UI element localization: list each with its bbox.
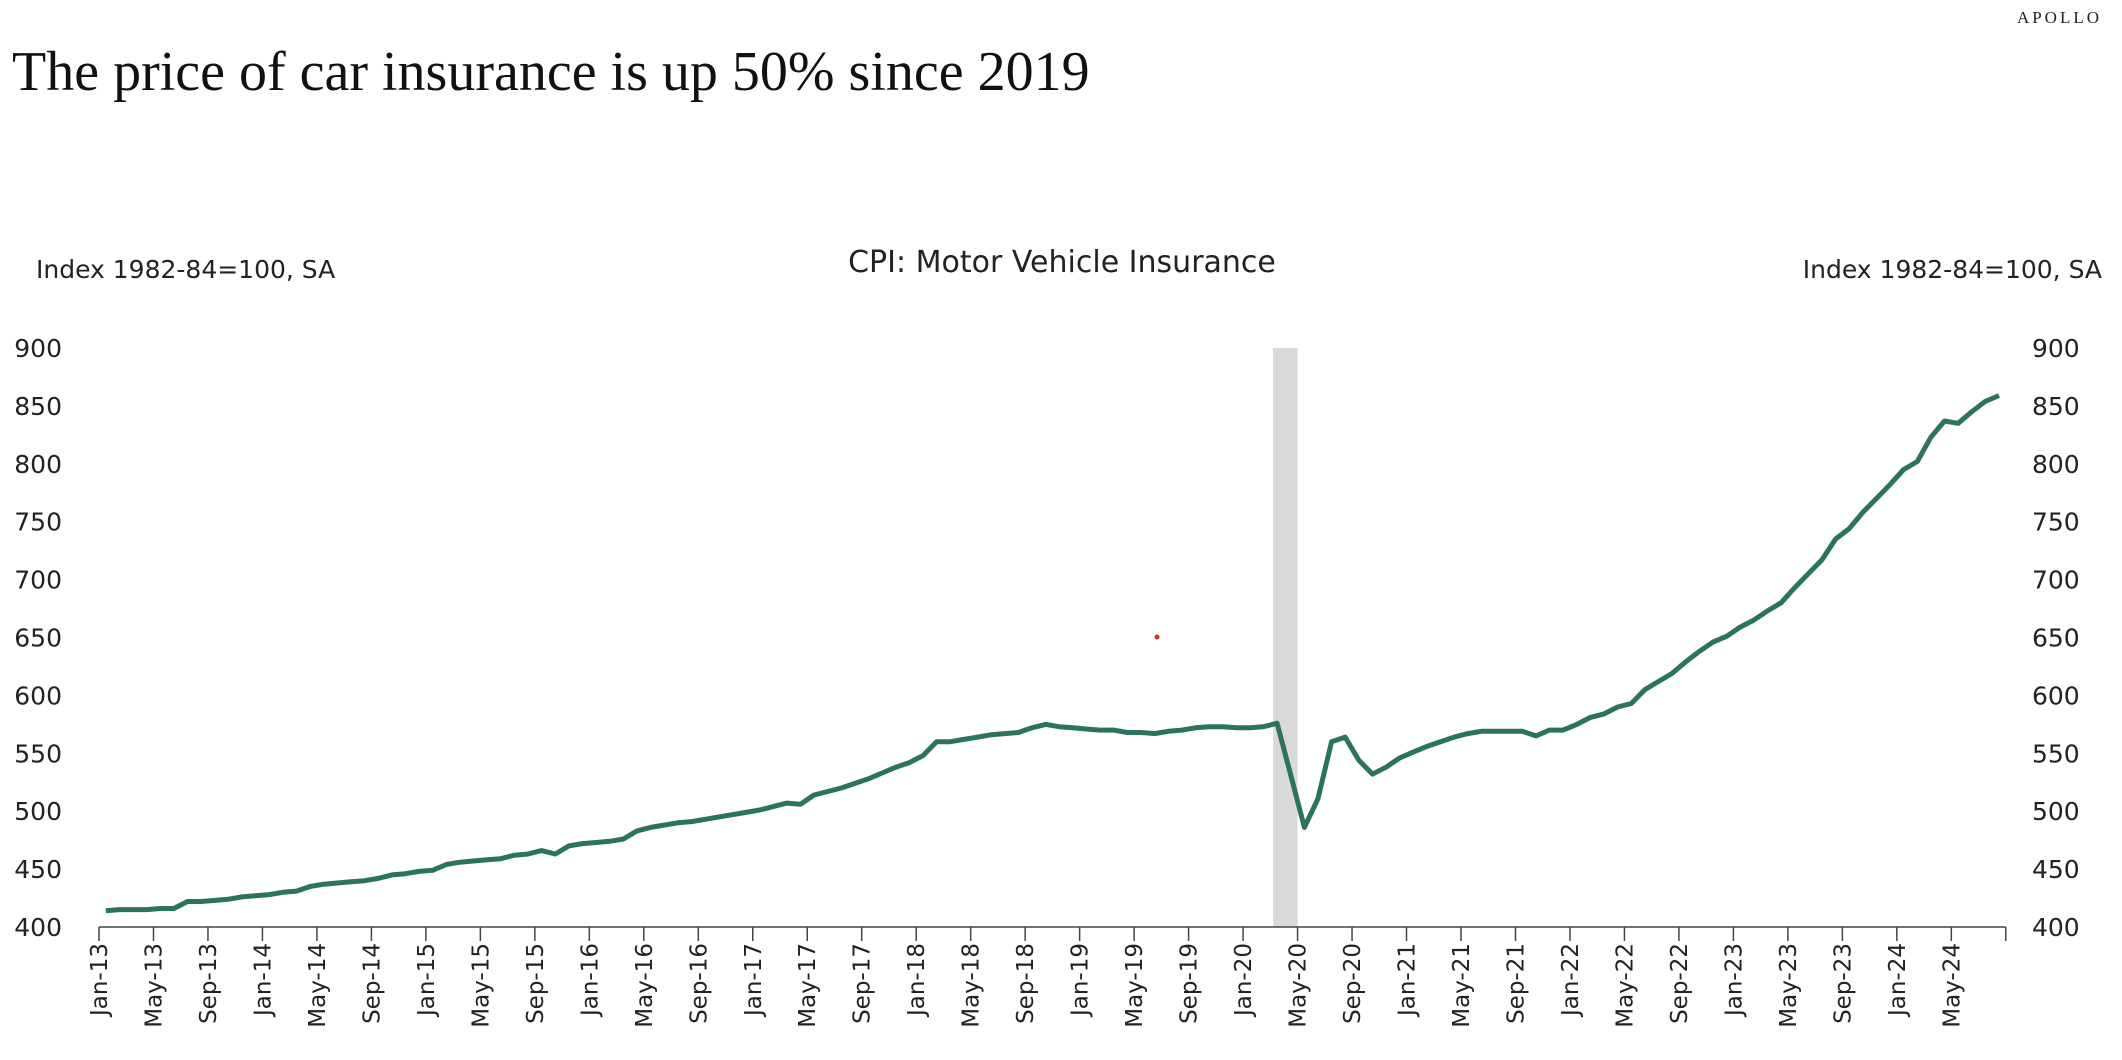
y-tick-label-left: 450 — [14, 855, 62, 884]
x-tick-label: May-16 — [632, 943, 658, 1028]
y-tick-label-right: 700 — [2032, 566, 2080, 595]
y-tick-label-right: 600 — [2032, 681, 2080, 710]
x-tick-label: Sep-21 — [1503, 943, 1529, 1024]
x-tick-label: Jan-22 — [1558, 943, 1584, 1018]
y-tick-label-right: 800 — [2032, 450, 2080, 479]
x-tick-label: May-17 — [795, 943, 821, 1028]
series-line — [105, 393, 2000, 914]
y-tick-label-right: 400 — [2032, 913, 2080, 942]
x-tick-label: Jan-19 — [1068, 943, 1094, 1018]
x-tick-label: May-13 — [141, 943, 167, 1028]
x-tick-label: May-15 — [468, 943, 494, 1028]
x-tick-label: Jan-14 — [250, 943, 276, 1018]
x-tick-label: Sep-13 — [196, 943, 222, 1024]
x-tick-label: Sep-22 — [1667, 943, 1693, 1024]
x-tick-label: Sep-14 — [359, 943, 385, 1024]
x-tick-label: May-18 — [959, 943, 985, 1028]
x-tick-label: Sep-17 — [850, 943, 876, 1024]
y-tick-label-right: 450 — [2032, 855, 2080, 884]
x-tick-label: May-21 — [1449, 943, 1475, 1028]
brand-logo: APOLLO — [2016, 8, 2102, 27]
x-tick-label: May-22 — [1612, 943, 1638, 1028]
y-axis-label-left: Index 1982-84=100, SA — [36, 255, 335, 284]
y-tick-label-right: 500 — [2032, 797, 2080, 826]
y-tick-label-left: 550 — [14, 739, 62, 768]
x-tick-label: May-14 — [305, 943, 331, 1028]
x-tick-label: Jan-18 — [904, 943, 930, 1018]
x-tick-label: May-19 — [1122, 943, 1148, 1028]
y-tick-label-right: 550 — [2032, 739, 2080, 768]
x-tick-label: Sep-16 — [686, 943, 712, 1024]
x-tick-label: Sep-18 — [1013, 943, 1039, 1024]
stray-dot — [1154, 634, 1160, 640]
y-tick-label-right: 850 — [2032, 392, 2080, 421]
y-tick-label-left: 750 — [14, 508, 62, 537]
y-axis-label-right: Index 1982-84=100, SA — [1803, 255, 2102, 284]
y-tick-label-left: 700 — [14, 566, 62, 595]
x-tick-label: Jan-13 — [87, 943, 113, 1018]
x-tick-label: Jan-16 — [577, 943, 603, 1018]
y-tick-label-left: 850 — [14, 392, 62, 421]
x-tick-label: Jan-15 — [414, 943, 440, 1018]
x-tick-label: Sep-15 — [523, 943, 549, 1024]
x-tick-label: Jan-20 — [1231, 943, 1257, 1018]
x-tick-label: Sep-20 — [1340, 943, 1366, 1024]
x-tick-label: May-20 — [1286, 943, 1312, 1028]
x-tick-label: Sep-23 — [1830, 943, 1856, 1024]
y-tick-label-right: 900 — [2032, 334, 2080, 363]
y-tick-label-left: 650 — [14, 624, 62, 653]
x-tick-label: Jan-23 — [1721, 943, 1747, 1018]
x-tick-label: May-24 — [1939, 943, 1965, 1028]
recession-band — [1273, 348, 1298, 927]
x-tick-label: Jan-21 — [1395, 943, 1421, 1018]
x-tick-label: Jan-24 — [1885, 943, 1911, 1018]
page-title: The price of car insurance is up 50% sin… — [12, 41, 1090, 103]
chart-title: CPI: Motor Vehicle Insurance — [848, 245, 1276, 280]
x-tick-label: May-23 — [1776, 943, 1802, 1028]
x-tick-label: Sep-19 — [1177, 943, 1203, 1024]
y-tick-label-left: 500 — [14, 797, 62, 826]
y-tick-label-right: 750 — [2032, 508, 2080, 537]
y-tick-label-left: 900 — [14, 334, 62, 363]
y-tick-label-left: 800 — [14, 450, 62, 479]
x-tick-label: Jan-17 — [741, 943, 767, 1018]
y-tick-label-left: 600 — [14, 681, 62, 710]
y-tick-label-right: 650 — [2032, 624, 2080, 653]
y-tick-label-left: 400 — [14, 913, 62, 942]
